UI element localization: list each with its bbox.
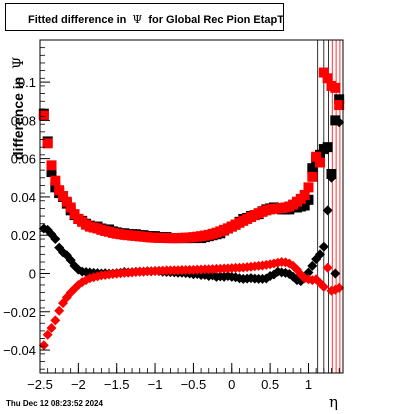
y-tick-label: −0.02 — [3, 305, 36, 320]
data-point-square — [307, 171, 318, 182]
x-tick-label: 0 — [228, 377, 235, 392]
y-tick-label: 0.06 — [11, 152, 36, 167]
title-prefix: Fitted difference in — [28, 14, 127, 26]
data-point-square — [54, 185, 65, 196]
title-box: Fitted difference in Ψ for Global Rec Pi… — [5, 3, 284, 31]
data-point-square — [314, 157, 325, 168]
data-point-diamond — [334, 282, 345, 293]
x-tick-label: −2.5 — [27, 377, 53, 392]
data-point-diamond — [314, 249, 325, 260]
data-point-square — [307, 163, 318, 174]
data-point-square — [61, 196, 72, 207]
data-marks — [38, 40, 345, 373]
data-point-diamond — [50, 234, 61, 245]
data-point-square — [46, 160, 57, 171]
axes: −2.5 −2 −1.5 −1 −0.5 0 0.5 1 −0.04 −0.02 0 0.02 0.04… — [3, 39, 344, 392]
data-point-diamond — [330, 268, 341, 279]
data-point-square — [299, 200, 310, 211]
data-point-square — [334, 94, 345, 105]
title-symbol: Ψ — [132, 13, 143, 26]
data-point-diamond — [46, 323, 57, 334]
data-point-square — [330, 115, 341, 126]
y-tick-label: 0.04 — [11, 190, 36, 205]
data-point-square — [46, 167, 57, 178]
x-tick-label: −0.5 — [181, 377, 207, 392]
y-tick-label: −0.04 — [3, 343, 36, 358]
x-tick-label: 1 — [305, 377, 312, 392]
data-point-square — [303, 182, 314, 193]
data-point-square — [322, 142, 333, 153]
x-tick-label: −1.5 — [104, 377, 130, 392]
y-tick-label: 0.08 — [11, 113, 36, 128]
data-point-square — [311, 151, 322, 162]
data-point-square — [326, 168, 337, 179]
data-point-square — [38, 110, 49, 121]
data-point-diamond — [318, 281, 329, 292]
data-point-square — [318, 67, 329, 78]
x-tick-label: −1 — [148, 377, 163, 392]
data-point-diamond — [322, 205, 333, 216]
data-point-diamond — [38, 340, 49, 351]
chart-title: Fitted difference in Ψ for Global Rec Pi… — [28, 13, 284, 26]
data-point-diamond — [50, 315, 61, 326]
data-point-square — [322, 73, 333, 84]
data-point-diamond — [307, 260, 318, 271]
data-point-diamond — [54, 305, 65, 316]
y-axis-label: difference in Ψ — [10, 57, 27, 160]
y-tick-label: 0 — [29, 266, 36, 281]
data-point-square — [330, 82, 341, 93]
data-point-diamond — [318, 241, 329, 252]
data-point-square — [58, 190, 69, 201]
ylabel-symbol: Ψ — [11, 56, 27, 69]
data-point-square — [299, 190, 310, 201]
data-point-square — [50, 175, 61, 186]
plot-frame — [39, 39, 344, 374]
y-tick-label: 0.1 — [18, 75, 36, 90]
data-point-diamond — [322, 262, 333, 273]
x-tick-label: 0.5 — [261, 377, 279, 392]
title-suffix: for Global Rec Pion EtapT — [148, 14, 284, 26]
data-point-square — [42, 138, 53, 149]
data-point-square — [65, 202, 76, 213]
y-tick-label: 0.02 — [11, 228, 36, 243]
data-point-diamond — [42, 329, 53, 340]
data-point-square — [334, 100, 345, 111]
timestamp-footer: Thu Dec 12 08:23:52 2024 — [6, 399, 103, 408]
x-tick-label: −2 — [71, 377, 86, 392]
x-axis-label: η — [329, 393, 338, 411]
ylabel-prefix: difference in — [10, 76, 26, 160]
